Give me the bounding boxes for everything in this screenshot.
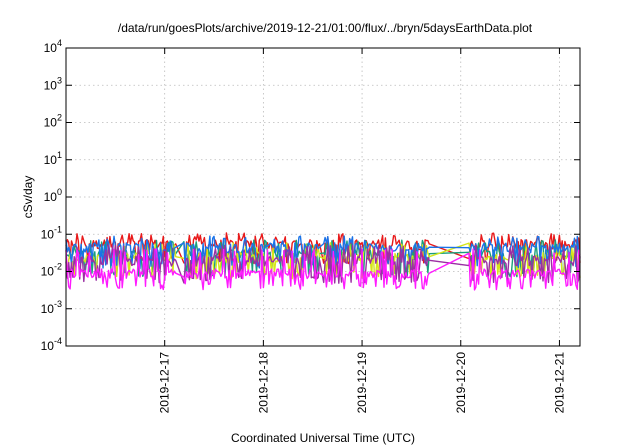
x-tick-label: 2019-12-19 — [355, 352, 369, 414]
x-tick-label: 2019-12-17 — [158, 352, 172, 414]
series-layer — [65, 232, 581, 291]
chart-title: /data/run/goesPlots/archive/2019-12-21/0… — [118, 21, 533, 35]
axis-ticks: 10-4 10-3 10-2 10-1 100 101 102 103 104 2019-12-1… — [41, 38, 580, 413]
x-tick-label: 2019-12-20 — [454, 352, 468, 414]
y-tick-label: 104 — [44, 38, 62, 55]
y-tick-label: 100 — [44, 187, 62, 204]
y-tick-label: 10-1 — [41, 224, 62, 241]
y-tick-label: 10-2 — [41, 262, 62, 279]
y-tick-label: 103 — [44, 75, 62, 92]
x-axis-label: Coordinated Universal Time (UTC) — [231, 431, 415, 445]
y-tick-label: 101 — [44, 150, 62, 167]
x-tick-label: 2019-12-18 — [256, 352, 270, 414]
series-line-6 — [65, 248, 581, 291]
y-tick-label: 102 — [44, 113, 62, 130]
y-tick-label: 10-3 — [41, 299, 62, 316]
y-tick-label: 10-4 — [41, 336, 62, 353]
series-line-4 — [65, 235, 581, 270]
x-tick-label: 2019-12-21 — [552, 352, 566, 414]
y-axis-label: cSv/day — [21, 176, 35, 219]
grid — [66, 48, 580, 346]
